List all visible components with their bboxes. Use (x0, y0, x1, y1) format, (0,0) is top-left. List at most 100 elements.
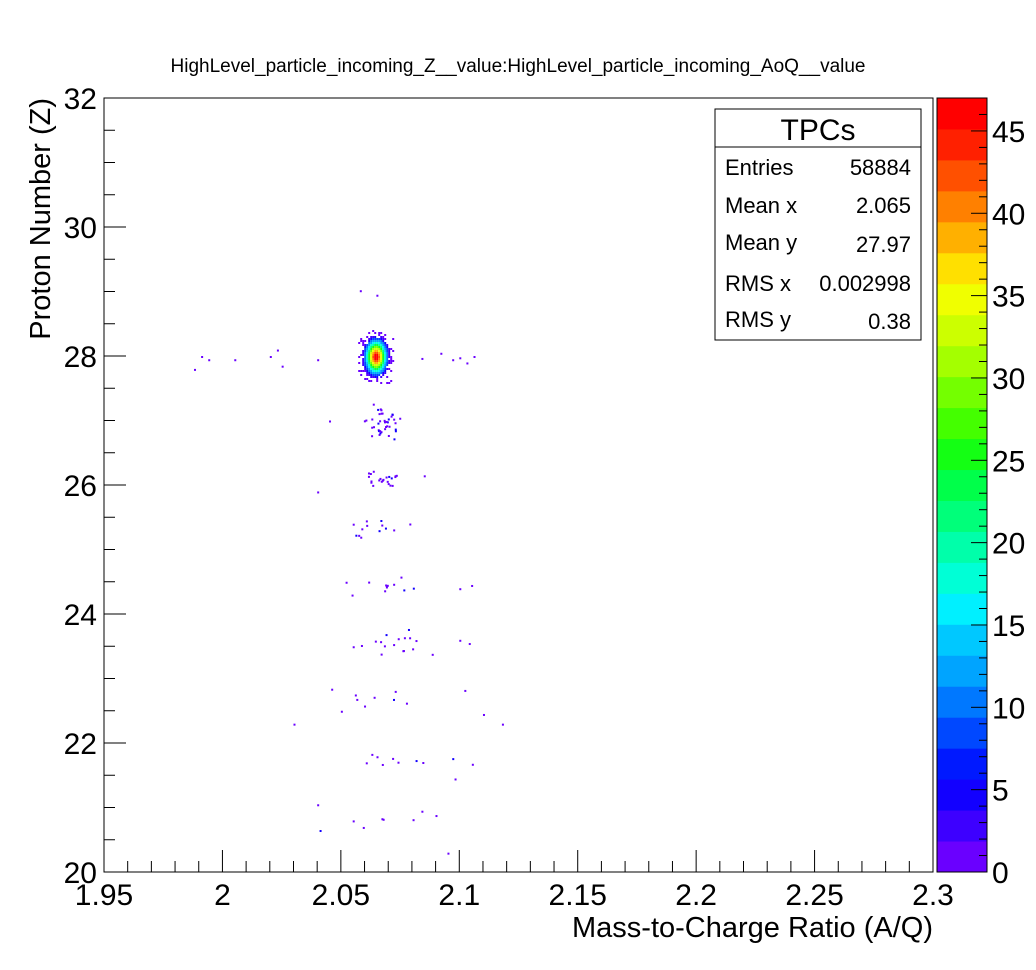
density-cell (358, 370, 361, 372)
density-cell (370, 366, 373, 368)
density-cell (378, 364, 381, 366)
density-cell (372, 344, 375, 346)
data-point (440, 352, 443, 355)
data-point (384, 527, 387, 530)
data-point (319, 830, 322, 833)
density-cell (378, 372, 381, 374)
x-tick-label: 2 (214, 879, 231, 912)
data-point (394, 428, 397, 431)
data-point (382, 818, 385, 821)
data-point (380, 412, 383, 415)
density-cell (388, 354, 391, 356)
y-tick-label: 24 (64, 599, 97, 632)
density-cell (370, 368, 373, 370)
data-point (358, 534, 361, 537)
colorbar-segment (937, 438, 987, 471)
data-point (403, 589, 406, 592)
data-point (459, 588, 462, 591)
density-cell (390, 360, 393, 362)
density-cell (376, 338, 379, 340)
data-point (421, 357, 424, 360)
density-cell (384, 370, 387, 372)
density-cell (370, 352, 373, 354)
density-cell (374, 370, 377, 372)
stats-label-rms-y: RMS y (725, 307, 791, 332)
colorbar-segment (937, 283, 987, 316)
density-cell (384, 362, 387, 364)
data-point (459, 639, 462, 642)
data-point (385, 420, 388, 423)
density-cell (380, 360, 383, 362)
density-cell (390, 380, 393, 382)
colorbar-segment (937, 748, 987, 780)
data-point (379, 430, 382, 433)
density-cell (366, 372, 369, 374)
data-point (383, 419, 386, 422)
x-tick-label: 2.1 (438, 879, 480, 912)
density-cell (362, 362, 365, 364)
data-point (371, 418, 374, 421)
density-cell (368, 372, 371, 374)
data-point (367, 475, 370, 478)
density-cell (360, 370, 363, 372)
data-point (394, 690, 397, 693)
data-point (412, 648, 415, 651)
data-point (293, 723, 296, 726)
colorbar-segment (937, 252, 987, 285)
colorbar-tick-label: 25 (992, 445, 1025, 478)
density-cell (378, 342, 381, 344)
data-point (378, 530, 381, 533)
density-cell (384, 358, 387, 360)
data-point (380, 653, 383, 656)
density-cell (388, 360, 391, 362)
data-point (393, 644, 396, 647)
data-point (367, 472, 370, 475)
data-point (208, 359, 211, 362)
x-tick-label: 1.95 (75, 879, 133, 912)
data-point (351, 594, 354, 597)
y-axis: 20 22 24 26 28 30 32 (64, 83, 126, 890)
x-tick-label: 2.3 (912, 879, 954, 912)
stats-value-rms-x: 0.002998 (819, 271, 911, 296)
density-cell (366, 356, 369, 358)
density-cell (366, 336, 369, 338)
density-cell (380, 348, 383, 350)
colorbar-segment (937, 407, 987, 440)
density-cell (388, 362, 391, 364)
colorbar-tick-label: 30 (992, 363, 1025, 396)
density-cell (364, 340, 367, 342)
density-cell (376, 344, 379, 346)
density-cell (380, 372, 383, 374)
density-cell (374, 358, 377, 360)
density-cell (364, 366, 367, 368)
density-cell (386, 352, 389, 354)
density-cell (378, 374, 381, 376)
density-cell (364, 352, 367, 354)
density-cell (358, 356, 361, 358)
data-point (317, 359, 320, 362)
data-point (380, 641, 383, 644)
density-cell (390, 370, 393, 372)
density-cell (374, 340, 377, 342)
data-point (381, 818, 384, 821)
density-cell (368, 348, 371, 350)
density-cell (380, 352, 383, 354)
density-cell (376, 360, 379, 362)
density-cell (372, 346, 375, 348)
density-cell (378, 350, 381, 352)
data-point (394, 430, 397, 433)
data-point (355, 534, 358, 537)
data-point (365, 520, 368, 523)
density-cell (378, 346, 381, 348)
data-point (359, 290, 362, 293)
density-cell (386, 344, 389, 346)
density-cell (380, 382, 383, 384)
density-cell (390, 362, 393, 364)
density-cell (366, 370, 369, 372)
data-point (383, 421, 386, 424)
density-cell (386, 356, 389, 358)
density-cell (368, 358, 371, 360)
x-axis-label: Mass-to-Charge Ratio (A/Q) (572, 912, 933, 944)
y-tick-label: 22 (64, 728, 97, 761)
